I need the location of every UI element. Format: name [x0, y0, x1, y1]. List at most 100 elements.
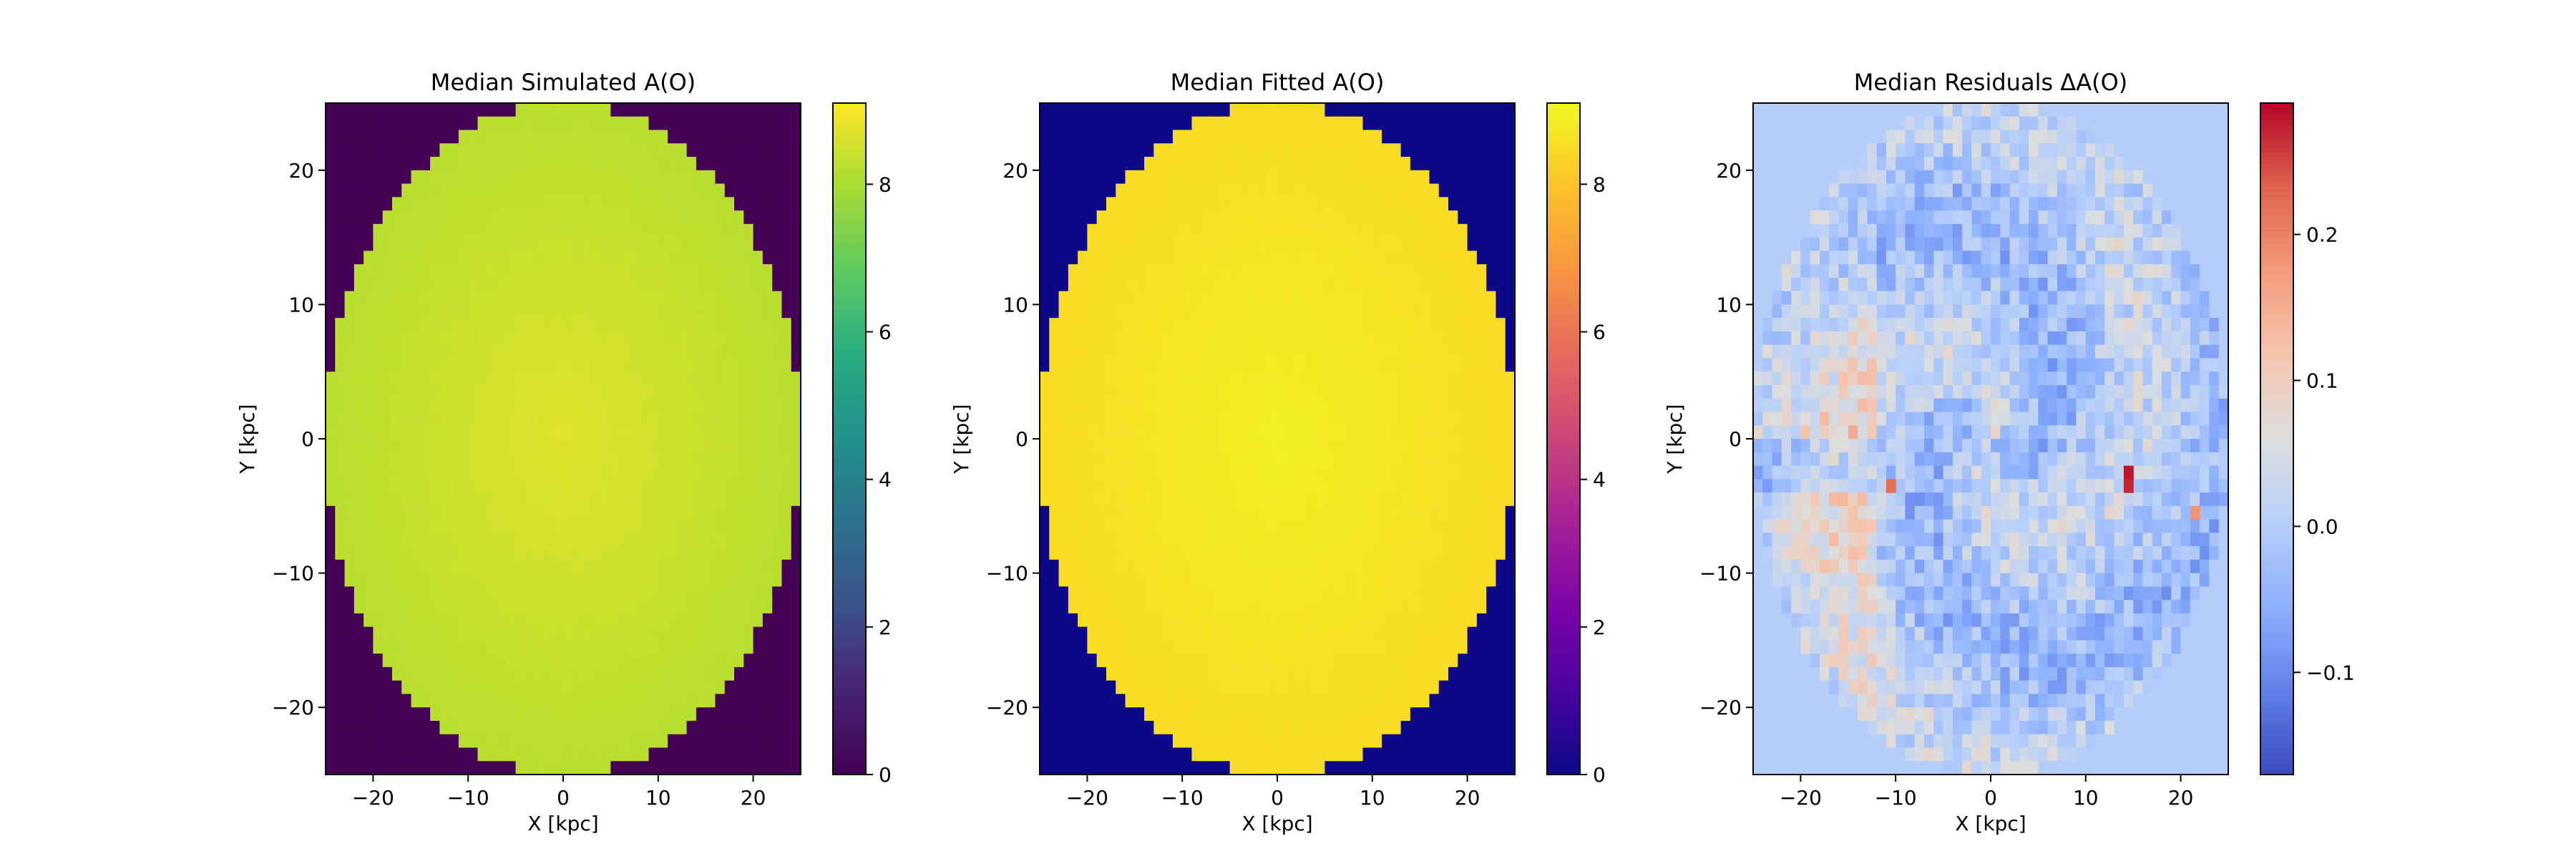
heatmap-cell: [582, 479, 592, 493]
heatmap-cell: [1324, 210, 1335, 225]
heatmap-cell: [1391, 264, 1402, 278]
heatmap-cell: [1125, 533, 1136, 547]
heatmap-cell: [1476, 331, 1487, 346]
heatmap-cell: [1476, 640, 1487, 654]
heatmap-cell: [497, 170, 507, 185]
heatmap-cell: [1467, 707, 1478, 722]
heatmap-cell: [1096, 720, 1107, 735]
heatmap-cell: [1049, 277, 1060, 292]
heatmap-cell: [791, 707, 801, 722]
heatmap-cell: [1496, 251, 1506, 265]
heatmap-cell: [753, 492, 763, 507]
heatmap-cell: [1372, 546, 1382, 560]
heatmap-cell: [1315, 452, 1325, 467]
heatmap-cell: [458, 600, 469, 614]
heatmap-cell: [572, 318, 583, 332]
heatmap-cell: [715, 573, 726, 587]
heatmap-cell: [1315, 331, 1325, 346]
heatmap-cell: [1153, 103, 1164, 117]
heatmap-cell: [677, 358, 688, 372]
heatmap-cell: [686, 452, 697, 467]
heatmap-cell: [1106, 640, 1116, 654]
heatmap-cell: [1277, 640, 1287, 654]
heatmap-cell: [515, 103, 526, 117]
heatmap-cell: [1372, 223, 1382, 238]
heatmap-cell: [1144, 573, 1154, 587]
heatmap-cell: [1476, 626, 1487, 641]
heatmap-cell: [668, 358, 678, 372]
heatmap-cell: [1239, 318, 1249, 332]
heatmap-cell: [1058, 720, 1069, 735]
heatmap-cell: [1382, 291, 1392, 305]
heatmap-cell: [610, 384, 621, 399]
heatmap-cell: [1191, 277, 1202, 292]
heatmap-cell: [1211, 559, 1221, 574]
heatmap-cell: [772, 720, 783, 735]
heatmap-cell: [610, 694, 621, 708]
heatmap-cell: [335, 707, 346, 722]
heatmap-cell: [1438, 666, 1449, 681]
heatmap-cell: [1058, 505, 1069, 520]
heatmap-cell: [706, 439, 716, 453]
heatmap-cell: [1287, 183, 1297, 198]
heatmap-cell: [706, 344, 716, 359]
heatmap-cell: [781, 197, 792, 211]
colorbar-segment: [833, 640, 866, 646]
heatmap-cell: [1372, 680, 1382, 695]
heatmap-cell: [1068, 707, 1078, 722]
heatmap-cell: [430, 304, 440, 319]
heatmap-cell: [762, 734, 773, 749]
heatmap-cell: [1486, 680, 1497, 695]
heatmap-cell: [364, 479, 374, 493]
heatmap-cell: [1267, 398, 1278, 413]
heatmap-cell: [382, 680, 393, 695]
heatmap-cell: [1410, 344, 1420, 359]
heatmap-cell: [1287, 425, 1297, 440]
heatmap-cell: [1315, 654, 1325, 668]
heatmap-cell: [1315, 237, 1325, 251]
heatmap-cell: [563, 116, 573, 131]
heatmap-cell: [1438, 573, 1449, 587]
heatmap-cell: [525, 223, 535, 238]
heatmap-cell: [1068, 277, 1078, 292]
heatmap-cell: [391, 183, 402, 198]
heatmap-cell: [382, 251, 393, 265]
heatmap-cell: [677, 237, 688, 251]
heatmap-cell: [1391, 600, 1402, 614]
heatmap-cell: [658, 264, 668, 278]
heatmap-cell: [497, 384, 507, 399]
heatmap-cell: [1239, 358, 1249, 372]
heatmap-cell: [1153, 425, 1164, 440]
heatmap-cell: [1467, 479, 1478, 493]
heatmap-cell: [1125, 559, 1136, 574]
heatmap-cell: [1191, 666, 1202, 681]
heatmap-cell: [449, 626, 459, 641]
heatmap-cell: [1249, 318, 1259, 332]
heatmap-cell: [563, 519, 573, 533]
colorbar-segment: [833, 159, 866, 165]
heatmap-cell: [1353, 626, 1364, 641]
heatmap-cell: [1040, 143, 1050, 157]
heatmap-cell: [1078, 479, 1088, 493]
heatmap-cell: [1305, 143, 1316, 157]
heatmap-cell: [468, 546, 479, 560]
heatmap-cell: [1305, 573, 1316, 587]
heatmap-cell: [1087, 680, 1098, 695]
heatmap-cell: [610, 626, 621, 641]
heatmap-cell: [1391, 304, 1402, 319]
heatmap-cell: [1334, 519, 1345, 533]
heatmap-cell: [1182, 720, 1193, 735]
heatmap-cell: [563, 573, 573, 587]
heatmap-cell: [658, 116, 668, 131]
heatmap-cell: [477, 559, 488, 574]
heatmap-cell: [1220, 344, 1231, 359]
heatmap-cell: [506, 344, 517, 359]
heatmap-cell: [1296, 533, 1307, 547]
heatmap-cell: [1258, 479, 1269, 493]
heatmap-cell: [1182, 344, 1193, 359]
heatmap-cell: [326, 626, 336, 641]
heatmap-cell: [1458, 358, 1468, 372]
heatmap-cell: [411, 720, 421, 735]
heatmap-cell: [601, 197, 611, 211]
